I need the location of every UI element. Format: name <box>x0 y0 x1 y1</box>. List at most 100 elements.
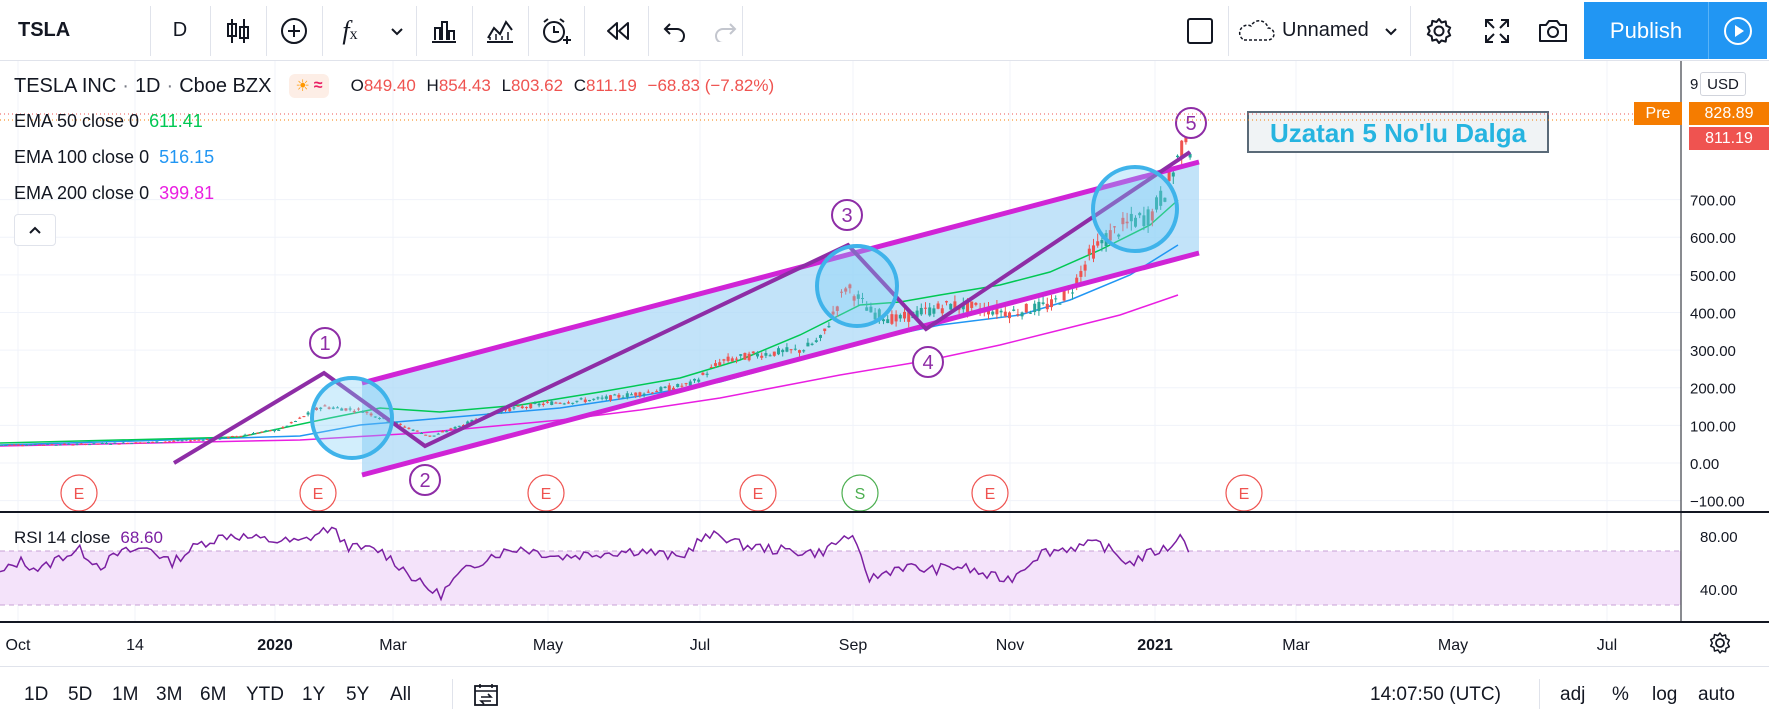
candle-body <box>67 443 71 445</box>
symbol-search-button[interactable]: TSLA <box>18 19 71 41</box>
currency-badge[interactable]: USD <box>1700 72 1746 96</box>
earnings-event-marker[interactable]: E <box>739 474 777 512</box>
price-tick: 700.00 <box>1690 193 1736 210</box>
market-status-badge[interactable]: ☀ ≈ <box>289 74 329 98</box>
annotation-box[interactable]: Uzatan 5 No'lu Dalga <box>1247 111 1549 153</box>
range-1d-button[interactable]: 1D <box>24 683 49 705</box>
fullscreen-button[interactable] <box>1470 0 1524 61</box>
range-1m-button[interactable]: 1M <box>112 683 139 705</box>
date-range-picker-button[interactable] <box>472 667 502 722</box>
range-1y-button[interactable]: 1Y <box>302 683 326 705</box>
adjust-toggle[interactable]: adj <box>1560 683 1586 705</box>
wave-label-5[interactable]: 5 <box>1175 107 1207 139</box>
clock-button[interactable]: 14:07:50 (UTC) <box>1370 683 1501 705</box>
candle-body <box>882 319 885 322</box>
candle-body <box>743 352 747 360</box>
ema200-legend[interactable]: EMA 200 close 0 399.81 <box>14 183 214 204</box>
layout-name-button[interactable]: Unnamed <box>1236 0 1406 61</box>
earnings-event-marker[interactable]: E <box>299 474 337 512</box>
rsi-legend[interactable]: RSI 14 close 68.60 <box>14 528 163 548</box>
symbol-legend[interactable]: TESLA INC · 1D · Cboe BZX ☀ ≈ O849.40 H8… <box>14 74 774 98</box>
wave-circle <box>815 244 899 328</box>
wave-label-1[interactable]: 1 <box>309 327 341 359</box>
indicators-dropdown[interactable] <box>378 0 416 61</box>
price-axis[interactable]: 700.00 600.00 500.00 400.00 300.00 200.00 100.… <box>1690 76 1745 599</box>
financials-button[interactable] <box>418 0 470 61</box>
compare-button[interactable] <box>268 0 320 61</box>
collapse-legend-button[interactable] <box>14 214 56 246</box>
axis-settings-icon[interactable] <box>1709 632 1731 654</box>
stream-button[interactable] <box>1708 2 1767 59</box>
chevron-down-icon <box>391 27 403 35</box>
chart-type-button[interactable] <box>212 0 264 61</box>
price-tick: 400.00 <box>1690 305 1736 322</box>
candle-body <box>193 439 197 441</box>
price-chart[interactable]: 1 2 3 4 5 Uzatan 5 No'lu Dalga E E E E S E E 7… <box>0 61 1769 666</box>
wave-label-4[interactable]: 4 <box>912 346 944 378</box>
time-axis[interactable]: Oct 14 2020 Mar May Jul Sep Nov 2021 Mar May Jul <box>6 637 1618 654</box>
close-value: 811.19 <box>586 76 637 95</box>
ema100-legend[interactable]: EMA 100 close 0 516.15 <box>14 147 214 168</box>
indicators-button[interactable]: fx <box>325 0 375 61</box>
candle-body <box>189 440 192 442</box>
redo-button[interactable] <box>700 0 750 61</box>
bottom-divider <box>452 679 453 709</box>
earnings-event-marker[interactable]: E <box>60 474 98 512</box>
candle-body <box>100 443 104 445</box>
candle-body <box>667 385 671 391</box>
candle-body <box>995 305 999 315</box>
replay-button[interactable] <box>592 0 644 61</box>
candle-body <box>567 402 570 404</box>
candle-body <box>470 419 474 423</box>
alert-button[interactable] <box>530 0 582 61</box>
templates-button[interactable] <box>474 0 526 61</box>
range-all-button[interactable]: All <box>390 683 412 705</box>
percent-toggle[interactable]: % <box>1612 683 1629 705</box>
interval-button[interactable]: D <box>172 19 188 41</box>
snapshot-button[interactable] <box>1526 0 1580 61</box>
ema50-legend[interactable]: EMA 50 close 0 611.41 <box>14 111 203 132</box>
candle-body <box>46 443 50 445</box>
range-5y-button[interactable]: 5Y <box>346 683 370 705</box>
fullscreen-toggle-button[interactable] <box>1174 0 1226 61</box>
candle-body <box>974 302 978 305</box>
range-6m-button[interactable]: 6M <box>200 683 227 705</box>
range-5d-button[interactable]: 5D <box>68 683 93 705</box>
redo-icon <box>715 22 737 42</box>
earnings-event-marker[interactable]: E <box>1225 474 1263 512</box>
open-value: 849.40 <box>363 76 416 95</box>
candle-body <box>781 349 785 353</box>
close-label: C <box>573 76 587 95</box>
publish-label: Publish <box>1609 17 1683 43</box>
candle-body <box>718 362 722 366</box>
wave-label-2[interactable]: 2 <box>409 464 441 496</box>
candle-body <box>361 411 365 413</box>
wave-label-3[interactable]: 3 <box>831 199 863 231</box>
toolbar-divider <box>742 6 743 56</box>
bottom-toolbar: 1D 5D 1M 3M 6M YTD 1Y 5Y All 14:07:50 (UTC) adj … <box>0 666 1769 721</box>
candle-body <box>630 394 633 396</box>
candle-body <box>327 407 331 409</box>
undo-button[interactable] <box>650 0 700 61</box>
candle-body <box>907 312 911 322</box>
publish-button[interactable]: Publish <box>1584 2 1708 59</box>
ema200-label: EMA 200 close 0 <box>14 183 150 203</box>
earnings-event-marker[interactable]: E <box>527 474 565 512</box>
candle-body <box>886 319 890 324</box>
symbol-exchange: Cboe BZX <box>179 74 272 97</box>
settings-button[interactable] <box>1412 0 1466 61</box>
log-toggle[interactable]: log <box>1652 683 1678 705</box>
split-event-marker[interactable]: S <box>841 474 879 512</box>
candle-body <box>642 393 646 395</box>
event-label: E <box>985 486 996 503</box>
line-chart-icon <box>487 19 513 43</box>
candle-body <box>37 444 41 446</box>
auto-toggle[interactable]: auto <box>1698 683 1735 705</box>
range-ytd-button[interactable]: YTD <box>246 683 284 705</box>
earnings-event-marker[interactable]: E <box>971 474 1009 512</box>
candle-body <box>1050 299 1053 308</box>
candle-body <box>88 444 92 446</box>
range-3m-button[interactable]: 3M <box>156 683 183 705</box>
candle-body <box>604 396 608 399</box>
candle-body <box>71 444 75 446</box>
